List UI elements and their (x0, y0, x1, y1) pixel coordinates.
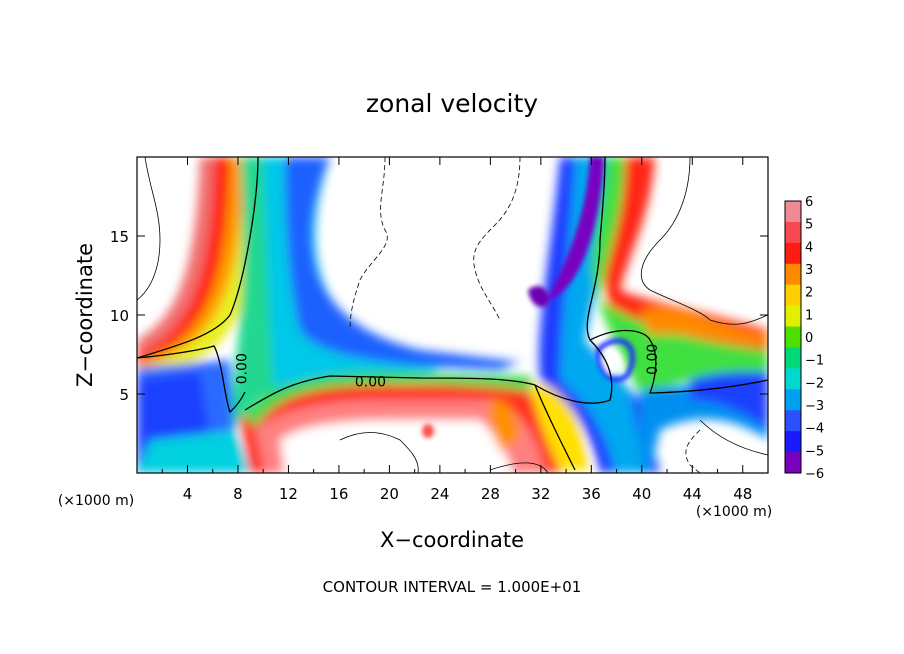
colorbar-swatch (785, 242, 801, 265)
colorbar-tick-label: −6 (805, 467, 824, 482)
colorbar: 6 5 4 3 2 1 0 −1 −2 −3 −4 −5 −6 (784, 195, 824, 482)
x-axis-ticks: 4 8 12 16 20 24 28 32 36 40 44 48 (161, 157, 752, 503)
colorbar-swatch (785, 347, 801, 369)
colorbar-frame (784, 200, 802, 474)
colorbar-tick-label: 5 (805, 218, 813, 233)
x-tick-label: 32 (531, 485, 550, 503)
colorbar-tick-label: 1 (805, 308, 813, 323)
colorbar-tick-label: 3 (805, 263, 813, 278)
colorbar-tick-label: −1 (805, 354, 824, 369)
x-tick-label: 4 (183, 485, 193, 503)
y-tick-label: 15 (110, 228, 129, 246)
colorbar-swatch (785, 263, 801, 286)
colorbar-tick-label: −2 (805, 376, 824, 391)
colorbar-tick-label: 6 (805, 195, 813, 210)
contour-labels: 0.00 0.00 0.00 (235, 344, 661, 391)
y-axis-ticks: 5 10 15 (110, 228, 768, 404)
colorbar-swatch (785, 221, 801, 244)
x-tick-label: 16 (329, 485, 348, 503)
colorbar-tick-label: −4 (805, 422, 824, 437)
y-tick-label: 10 (110, 307, 129, 325)
colorbar-swatch (785, 410, 801, 432)
x-unit-left: (×1000 m) (58, 493, 134, 509)
x-tick-label: 24 (430, 485, 449, 503)
colorbar-tick-label: 0 (805, 331, 813, 346)
chart-title: zonal velocity (366, 89, 538, 118)
x-tick-label: 20 (380, 485, 399, 503)
colorbar-swatch (785, 326, 801, 348)
x-tick-label: 36 (582, 485, 601, 503)
y-axis-label: Z−coordinate (73, 243, 97, 387)
contour-label: 0.00 (235, 353, 251, 384)
colorbar-tick-label: −5 (805, 444, 824, 459)
x-tick-label: 28 (481, 485, 500, 503)
colorbar-tick-label: 4 (805, 240, 813, 255)
x-unit-right: (×1000 m) (696, 504, 772, 520)
x-tick-label: 48 (733, 485, 752, 503)
y-tick-label: 5 (119, 386, 129, 404)
heatmap-field (137, 157, 768, 473)
colorbar-swatch (785, 305, 801, 328)
colorbar-swatch (785, 201, 801, 223)
colorbar-swatch (785, 368, 801, 390)
colorbar-tick-label: −3 (805, 399, 824, 414)
contour-label: 0.00 (645, 344, 661, 375)
colorbar-swatch (785, 431, 801, 453)
colorbar-swatch (785, 284, 801, 307)
x-axis-label: X−coordinate (380, 528, 524, 552)
contour-interval-note: CONTOUR INTERVAL = 1.000E+01 (323, 578, 582, 596)
colorbar-swatch (785, 389, 801, 411)
x-tick-label: 8 (233, 485, 243, 503)
colorbar-tick-label: 2 (805, 286, 813, 301)
x-tick-label: 40 (632, 485, 651, 503)
contour-label: 0.00 (355, 374, 386, 390)
colorbar-swatch (785, 452, 801, 474)
x-tick-label: 12 (279, 485, 298, 503)
x-tick-label: 44 (683, 485, 702, 503)
